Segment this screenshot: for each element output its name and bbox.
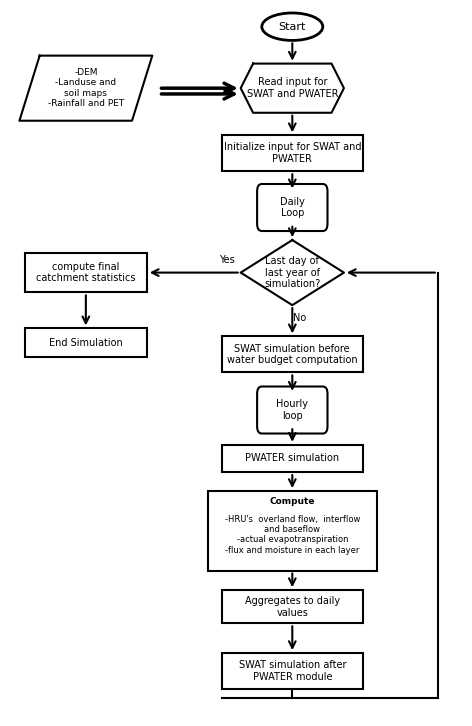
Polygon shape	[241, 64, 344, 113]
Ellipse shape	[262, 13, 323, 41]
FancyBboxPatch shape	[222, 135, 362, 171]
FancyBboxPatch shape	[222, 336, 362, 372]
Text: Read input for
SWAT and PWATER: Read input for SWAT and PWATER	[246, 78, 338, 99]
Text: Start: Start	[278, 22, 306, 32]
Text: SWAT simulation before
water budget computation: SWAT simulation before water budget comp…	[227, 343, 358, 365]
Polygon shape	[19, 56, 152, 121]
Text: -DEM
-Landuse and
soil maps
-Rainfall and PET: -DEM -Landuse and soil maps -Rainfall an…	[48, 68, 124, 108]
Text: Last day of
last year of
simulation?: Last day of last year of simulation?	[264, 256, 320, 289]
FancyBboxPatch shape	[222, 445, 362, 472]
FancyBboxPatch shape	[25, 253, 147, 293]
FancyBboxPatch shape	[257, 386, 328, 433]
Text: Compute: Compute	[270, 497, 315, 505]
FancyBboxPatch shape	[222, 590, 362, 624]
FancyBboxPatch shape	[257, 184, 328, 231]
Text: Hourly
loop: Hourly loop	[276, 399, 308, 421]
Text: Aggregates to daily
values: Aggregates to daily values	[245, 596, 340, 618]
Text: SWAT simulation after
PWATER module: SWAT simulation after PWATER module	[238, 660, 346, 682]
FancyBboxPatch shape	[25, 328, 147, 357]
Text: End Simulation: End Simulation	[49, 338, 123, 348]
Text: compute final
catchment statistics: compute final catchment statistics	[36, 262, 135, 283]
Text: No: No	[293, 313, 306, 323]
Polygon shape	[241, 240, 344, 305]
Text: Daily
Loop: Daily Loop	[280, 197, 305, 219]
Text: Yes: Yes	[219, 255, 235, 264]
FancyBboxPatch shape	[222, 653, 362, 689]
FancyBboxPatch shape	[208, 491, 377, 571]
Text: -HRU's  overland flow,  interflow
and baseflow
-actual evapotranspiration
-flux : -HRU's overland flow, interflow and base…	[225, 515, 360, 555]
Text: Initialize input for SWAT and
PWATER: Initialize input for SWAT and PWATER	[224, 142, 361, 164]
Text: PWATER simulation: PWATER simulation	[245, 454, 339, 463]
